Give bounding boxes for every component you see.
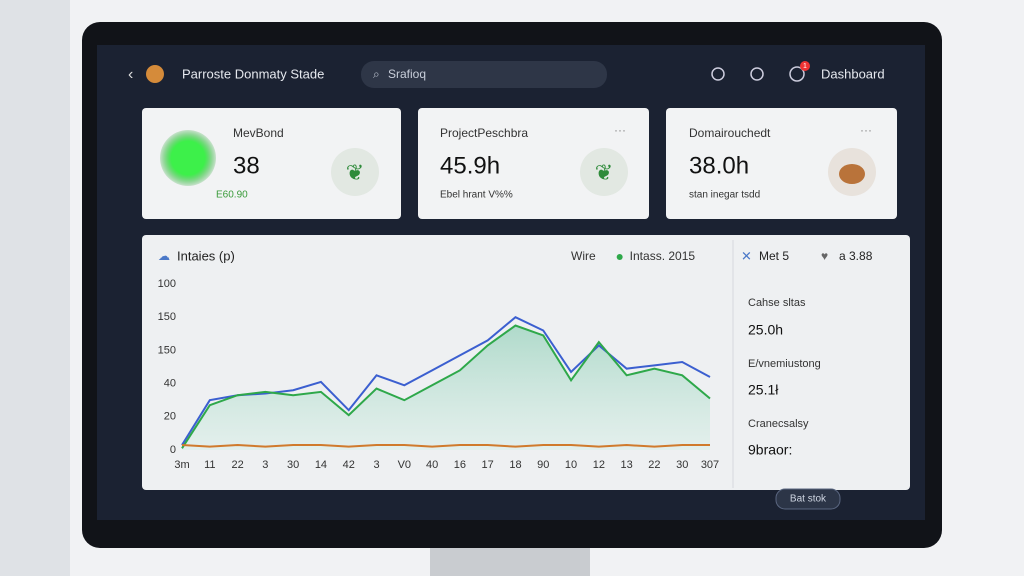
more[interactable]: ··· <box>860 123 872 137</box>
badge <box>800 61 810 71</box>
x-tick-label: 3 <box>373 459 379 471</box>
card-value: 38 <box>233 152 260 179</box>
x-tick-label: 16 <box>454 459 466 471</box>
area <box>182 325 710 450</box>
x-tick-label: 18 <box>509 459 521 471</box>
x-tick-label: 90 <box>537 459 549 471</box>
stat-value: 9braor: <box>748 442 792 458</box>
line <box>181 444 710 448</box>
card-label: MevBond <box>233 126 284 140</box>
y-tick-label: 150 <box>158 344 176 356</box>
leaf: ❦ <box>346 160 364 185</box>
card-value: 38.0h <box>689 152 749 179</box>
x-tick-label: V0 <box>398 459 411 471</box>
user-icon[interactable] <box>711 67 725 81</box>
side-top: a 3.88 <box>839 249 873 263</box>
more[interactable]: ··· <box>614 123 626 137</box>
y-tick-label: 40 <box>164 378 176 390</box>
button[interactable] <box>775 488 841 510</box>
back[interactable]: ‹ <box>128 66 133 83</box>
stat-label: Cranecsalsy <box>748 418 809 430</box>
legend-label: Wire <box>571 249 596 263</box>
y-tick-label: 20 <box>164 411 176 423</box>
x-tick-label: 13 <box>621 459 633 471</box>
heart: ♥ <box>821 249 828 263</box>
window <box>0 0 70 576</box>
search-icon: ⌕ <box>373 67 380 81</box>
x-tick-label: 30 <box>676 459 688 471</box>
stat-value: 25.1ł <box>748 382 779 398</box>
search-text: Srafioq <box>388 67 426 81</box>
stat-label: E/vnemiustong <box>748 358 821 370</box>
legend-label: Intass. 2015 <box>630 249 696 263</box>
y-tick-label: 150 <box>158 311 176 323</box>
y-tick-label: 100 <box>158 278 176 290</box>
x-tick-label: 3m <box>174 459 189 471</box>
button-label: Bat stok <box>790 494 827 505</box>
card-label: ProjectPeschbra <box>440 126 528 140</box>
x-tick-label: 22 <box>231 459 243 471</box>
card-sub: stan inegar tsdd <box>689 190 760 201</box>
x-tick-label: 10 <box>565 459 577 471</box>
x-tick-label: 11 <box>204 459 215 471</box>
stat-label: Cahse sltas <box>748 297 806 309</box>
x-tick-label: 22 <box>648 459 660 471</box>
card-label: Domairouchedt <box>689 126 771 140</box>
stat-value: 25.0h <box>748 322 783 338</box>
bell-icon[interactable] <box>789 66 805 82</box>
x-tick-label: 12 <box>593 459 605 471</box>
search-box[interactable] <box>361 61 607 88</box>
side-icon: ✕ <box>741 248 752 263</box>
x-tick-label: 17 <box>482 459 494 471</box>
alert-icon[interactable] <box>750 67 764 81</box>
line <box>181 324 711 449</box>
badge-count: 1 <box>803 63 807 70</box>
leaf-icon <box>331 148 379 196</box>
card <box>142 108 401 219</box>
bean <box>839 164 865 184</box>
card-value: 45.9h <box>440 152 500 179</box>
x-tick-label: 40 <box>426 459 438 471</box>
y-tick-label: 0 <box>170 444 176 456</box>
logo <box>146 65 164 83</box>
plot: 100 150 150 40 20 0 3m 11 22 3 30 14 42 3 V0 40 16 17 18 90… <box>158 249 720 471</box>
x-tick-label: 30 <box>287 459 299 471</box>
x-tick-label: 307 <box>701 459 719 471</box>
x-tick-label: 14 <box>315 459 327 471</box>
chart-icon: ☁ <box>158 249 170 263</box>
side-top: Met 5 <box>759 249 789 263</box>
app-title: Parroste Donmaty Stade <box>182 66 324 81</box>
card-sub: E60.90 <box>216 190 248 201</box>
x-tick-label: 3 <box>262 459 268 471</box>
status-light <box>160 130 216 186</box>
chart-title: Intaies (p) <box>177 248 235 263</box>
card-sub: Ebel hrant V%% <box>440 190 513 201</box>
x-tick-label: 42 <box>343 459 355 471</box>
legend-dot <box>616 254 623 260</box>
leaf-icon <box>580 148 628 196</box>
leaf: ❦ <box>595 160 613 185</box>
menu[interactable]: Dashboard <box>821 66 885 81</box>
